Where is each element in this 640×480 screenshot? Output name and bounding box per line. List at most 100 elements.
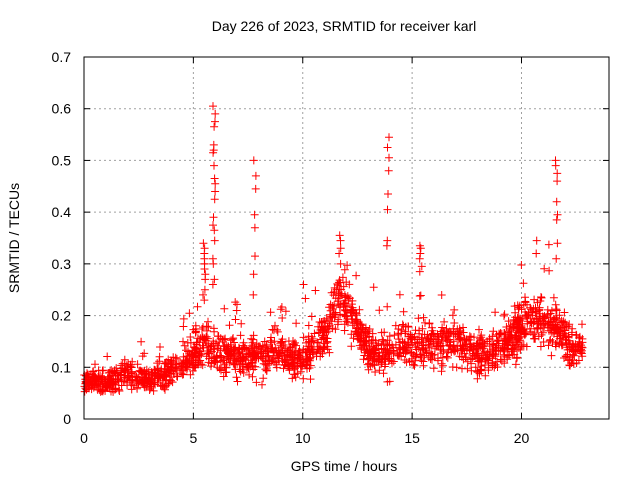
data-point: [543, 305, 552, 314]
data-point: [110, 366, 119, 375]
data-point: [369, 283, 378, 292]
data-point: [271, 321, 279, 330]
data-point: [438, 333, 447, 342]
data-point: [463, 364, 472, 373]
data-point: [131, 371, 139, 379]
data-point: [552, 313, 560, 322]
data-point: [160, 370, 169, 379]
data-point: [119, 377, 128, 386]
data-point: [398, 320, 407, 329]
data-point: [345, 280, 354, 289]
data-point: [335, 249, 344, 258]
data-point: [199, 290, 207, 299]
grid-lines: [84, 57, 609, 419]
data-point: [321, 325, 330, 334]
data-point: [475, 334, 484, 343]
data-point: [349, 334, 358, 343]
x-tick-label: 20: [514, 430, 530, 446]
data-point: [117, 370, 126, 379]
data-point: [383, 205, 392, 214]
data-point: [166, 360, 175, 369]
data-point: [208, 280, 217, 289]
data-point: [243, 362, 252, 371]
data-point: [353, 329, 362, 338]
y-tick-label: 0.5: [52, 152, 72, 168]
data-point: [409, 360, 418, 369]
data-point: [369, 345, 378, 354]
data-point: [411, 356, 420, 365]
data-point: [442, 352, 451, 361]
data-point: [156, 343, 164, 351]
data-point: [259, 359, 268, 368]
data-point: [481, 371, 490, 380]
data-point: [289, 359, 298, 368]
data-point: [530, 295, 539, 304]
data-point: [496, 355, 505, 364]
data-point: [308, 345, 317, 354]
data-point: [292, 341, 301, 350]
tick-labels: 0 0.1 0.2 0.3 0.4 0.5 0.6 0.7 0 5 10 15 20: [52, 49, 530, 446]
y-tick-label: 0.7: [52, 49, 72, 65]
data-point: [578, 320, 586, 329]
data-point: [364, 332, 373, 341]
data-point: [500, 310, 509, 319]
data-point: [123, 365, 132, 374]
data-point: [159, 372, 168, 381]
data-point: [469, 342, 478, 351]
data-point: [517, 332, 526, 341]
data-point: [415, 254, 424, 263]
data-point: [428, 350, 437, 359]
data-point: [276, 305, 285, 314]
data-point: [250, 344, 259, 353]
data-point: [437, 359, 446, 368]
data-point: [219, 372, 228, 381]
data-point: [251, 184, 260, 193]
data-point: [353, 318, 362, 327]
data-point: [395, 290, 404, 299]
data-point: [251, 171, 260, 180]
data-point: [442, 324, 451, 333]
data-point: [252, 378, 261, 387]
data-point: [209, 102, 217, 111]
data-point: [404, 323, 413, 331]
data-point: [446, 341, 455, 350]
x-tick-label: 10: [295, 430, 311, 446]
data-point: [179, 370, 188, 379]
data-point: [482, 354, 491, 363]
y-tick-label: 0.3: [52, 256, 72, 272]
data-point: [120, 355, 129, 364]
data-point: [334, 289, 343, 298]
data-point: [306, 350, 314, 359]
data-point: [235, 365, 244, 374]
data-point: [385, 153, 393, 162]
data-point: [369, 350, 378, 359]
data-point: [236, 331, 245, 340]
data-point: [278, 314, 287, 322]
data-point: [389, 357, 398, 366]
data-point: [198, 361, 207, 370]
data-point: [478, 344, 487, 353]
data-point: [335, 285, 344, 294]
data-point: [412, 345, 421, 354]
data-point: [181, 361, 190, 370]
data-point: [80, 387, 89, 396]
data-point: [210, 122, 219, 131]
data-point: [549, 293, 558, 302]
chart-title: Day 226 of 2023, SRMTID for receiver kar…: [212, 18, 477, 34]
data-point: [560, 308, 569, 317]
data-point: [216, 334, 225, 343]
data-point: [263, 352, 272, 361]
data-point: [204, 343, 213, 352]
data-point: [502, 323, 511, 331]
data-point: [514, 328, 523, 337]
data-point: [510, 302, 519, 311]
data-point: [311, 286, 320, 295]
data-point: [384, 166, 393, 175]
data-point: [340, 326, 349, 335]
data-point: [301, 294, 310, 303]
data-point: [385, 377, 394, 386]
data-point: [491, 343, 500, 352]
data-point: [168, 378, 177, 387]
data-point: [348, 321, 357, 330]
data-point: [544, 240, 553, 249]
